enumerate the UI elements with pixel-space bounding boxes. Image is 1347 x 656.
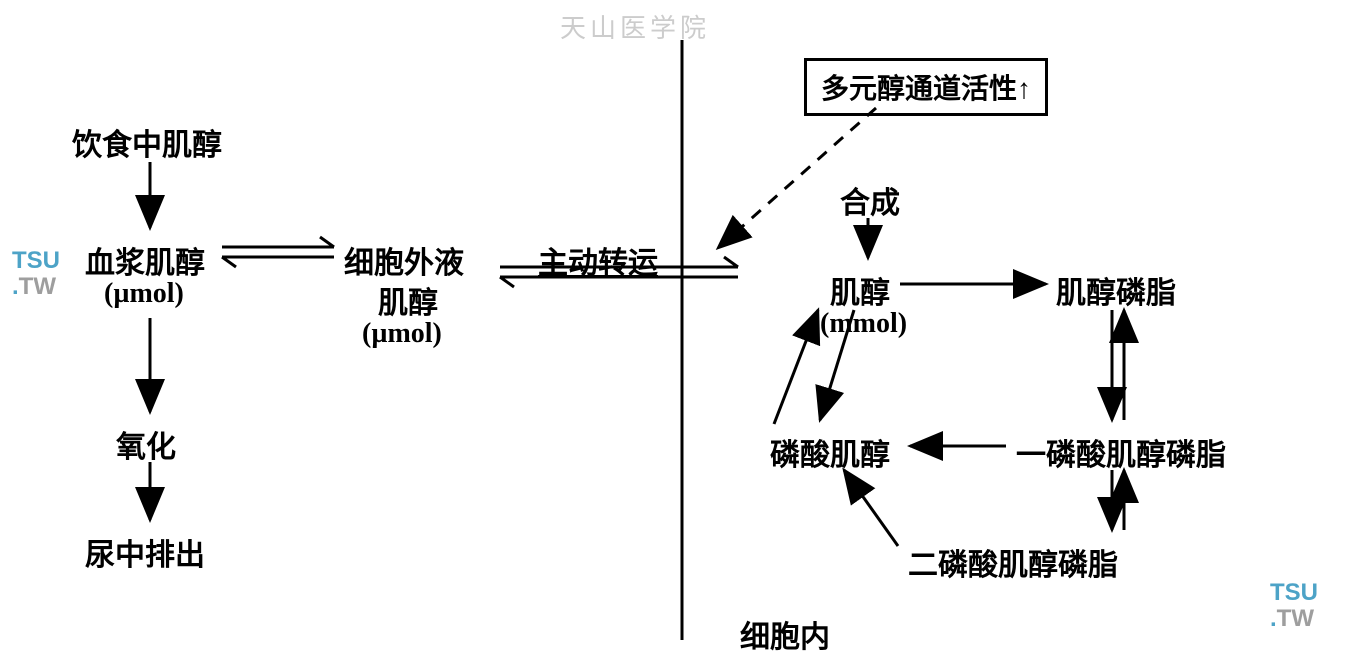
node-ecf-line1: 细胞外液 bbox=[344, 238, 464, 282]
node-inositol-unit: (mmol) bbox=[820, 308, 907, 340]
tsu-logo-right: TSU .TW bbox=[1270, 580, 1318, 633]
tsu-dot: . bbox=[12, 273, 19, 300]
node-pip: 一磷酸肌醇磷脂 bbox=[1016, 430, 1226, 474]
tsu-dot: . bbox=[1270, 605, 1277, 632]
node-polyol-channel: 多元醇通道活性↑ bbox=[804, 58, 1048, 116]
watermark-top: 天山医学院 bbox=[560, 8, 710, 45]
node-oxidation: 氧化 bbox=[116, 422, 176, 466]
tsu-text: TSU bbox=[12, 247, 60, 274]
node-ecf-line2: 肌醇 bbox=[378, 278, 438, 322]
node-active-transport: 主动转运 bbox=[538, 238, 658, 282]
tsu-tw: TW bbox=[19, 273, 56, 300]
tsu-logo-left: TSU .TW bbox=[12, 248, 60, 301]
node-inositol-phosphate: 磷酸肌醇 bbox=[770, 430, 890, 474]
node-plasma-inositol: 血浆肌醇 bbox=[85, 238, 205, 282]
node-pip2: 二磷酸肌醇磷脂 bbox=[908, 540, 1118, 584]
node-urine-excretion: 尿中排出 bbox=[85, 530, 205, 574]
label-intracellular: 细胞内 bbox=[740, 612, 830, 656]
node-plasma-unit: (µmol) bbox=[104, 278, 184, 310]
node-diet-inositol: 饮食中肌醇 bbox=[72, 120, 222, 164]
node-phosphatidylinositol: 肌醇磷脂 bbox=[1056, 268, 1176, 312]
node-ecf-unit: (µmol) bbox=[362, 318, 442, 350]
tsu-text: TSU bbox=[1270, 579, 1318, 606]
tsu-tw: TW bbox=[1277, 605, 1314, 632]
node-inositol: 肌醇 bbox=[830, 268, 890, 312]
node-synthesis: 合成 bbox=[840, 178, 900, 222]
